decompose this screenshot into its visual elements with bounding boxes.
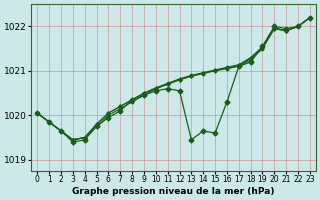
- X-axis label: Graphe pression niveau de la mer (hPa): Graphe pression niveau de la mer (hPa): [72, 187, 275, 196]
